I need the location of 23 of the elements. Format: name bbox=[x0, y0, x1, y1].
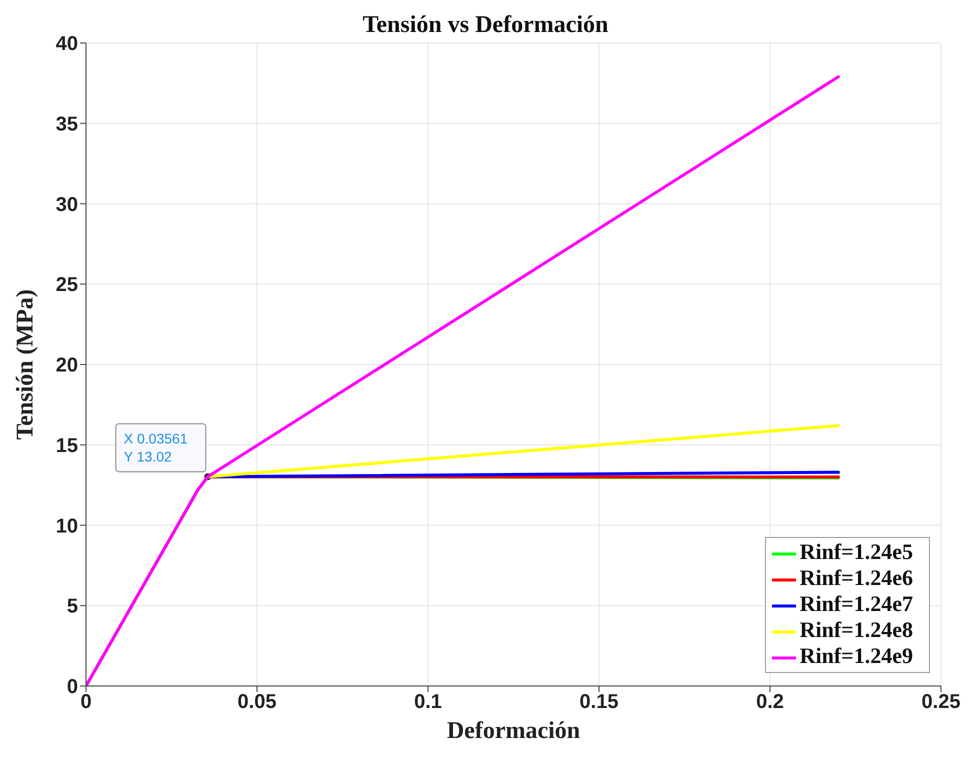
legend-label: Rinf=1.24e9 bbox=[800, 643, 913, 668]
y-tick-label: 40 bbox=[56, 33, 78, 56]
legend-label: Rinf=1.24e7 bbox=[800, 591, 913, 616]
chart-title: Tensión vs Deformación bbox=[362, 12, 608, 38]
legend-label: Rinf=1.24e6 bbox=[800, 565, 913, 590]
legend-label: Rinf=1.24e8 bbox=[800, 617, 913, 642]
y-tick-label: 25 bbox=[56, 274, 78, 296]
y-axis-title: Tensión (MPa) bbox=[12, 289, 39, 440]
y-tick-label: 0 bbox=[66, 676, 78, 698]
legend-label: Rinf=1.24e5 bbox=[800, 539, 913, 564]
y-tick-label: 35 bbox=[56, 113, 78, 136]
x-tick-label: 0.1 bbox=[414, 691, 442, 714]
y-tick-label: 10 bbox=[56, 515, 78, 538]
annotation: X 0.03561 Y 13.02 bbox=[124, 430, 188, 465]
y-tick-label: 20 bbox=[56, 354, 78, 377]
x-tick-label: 0.2 bbox=[756, 691, 784, 714]
y-tick-label: 30 bbox=[56, 194, 78, 216]
x-tick-label: 0.15 bbox=[580, 691, 618, 714]
y-tick-label: 15 bbox=[56, 434, 78, 457]
x-tick-label: 0.05 bbox=[238, 691, 276, 714]
y-tick-label: 5 bbox=[66, 596, 78, 618]
x-axis-title: Deformación bbox=[446, 718, 580, 744]
x-tick-label: 0.25 bbox=[922, 691, 960, 714]
